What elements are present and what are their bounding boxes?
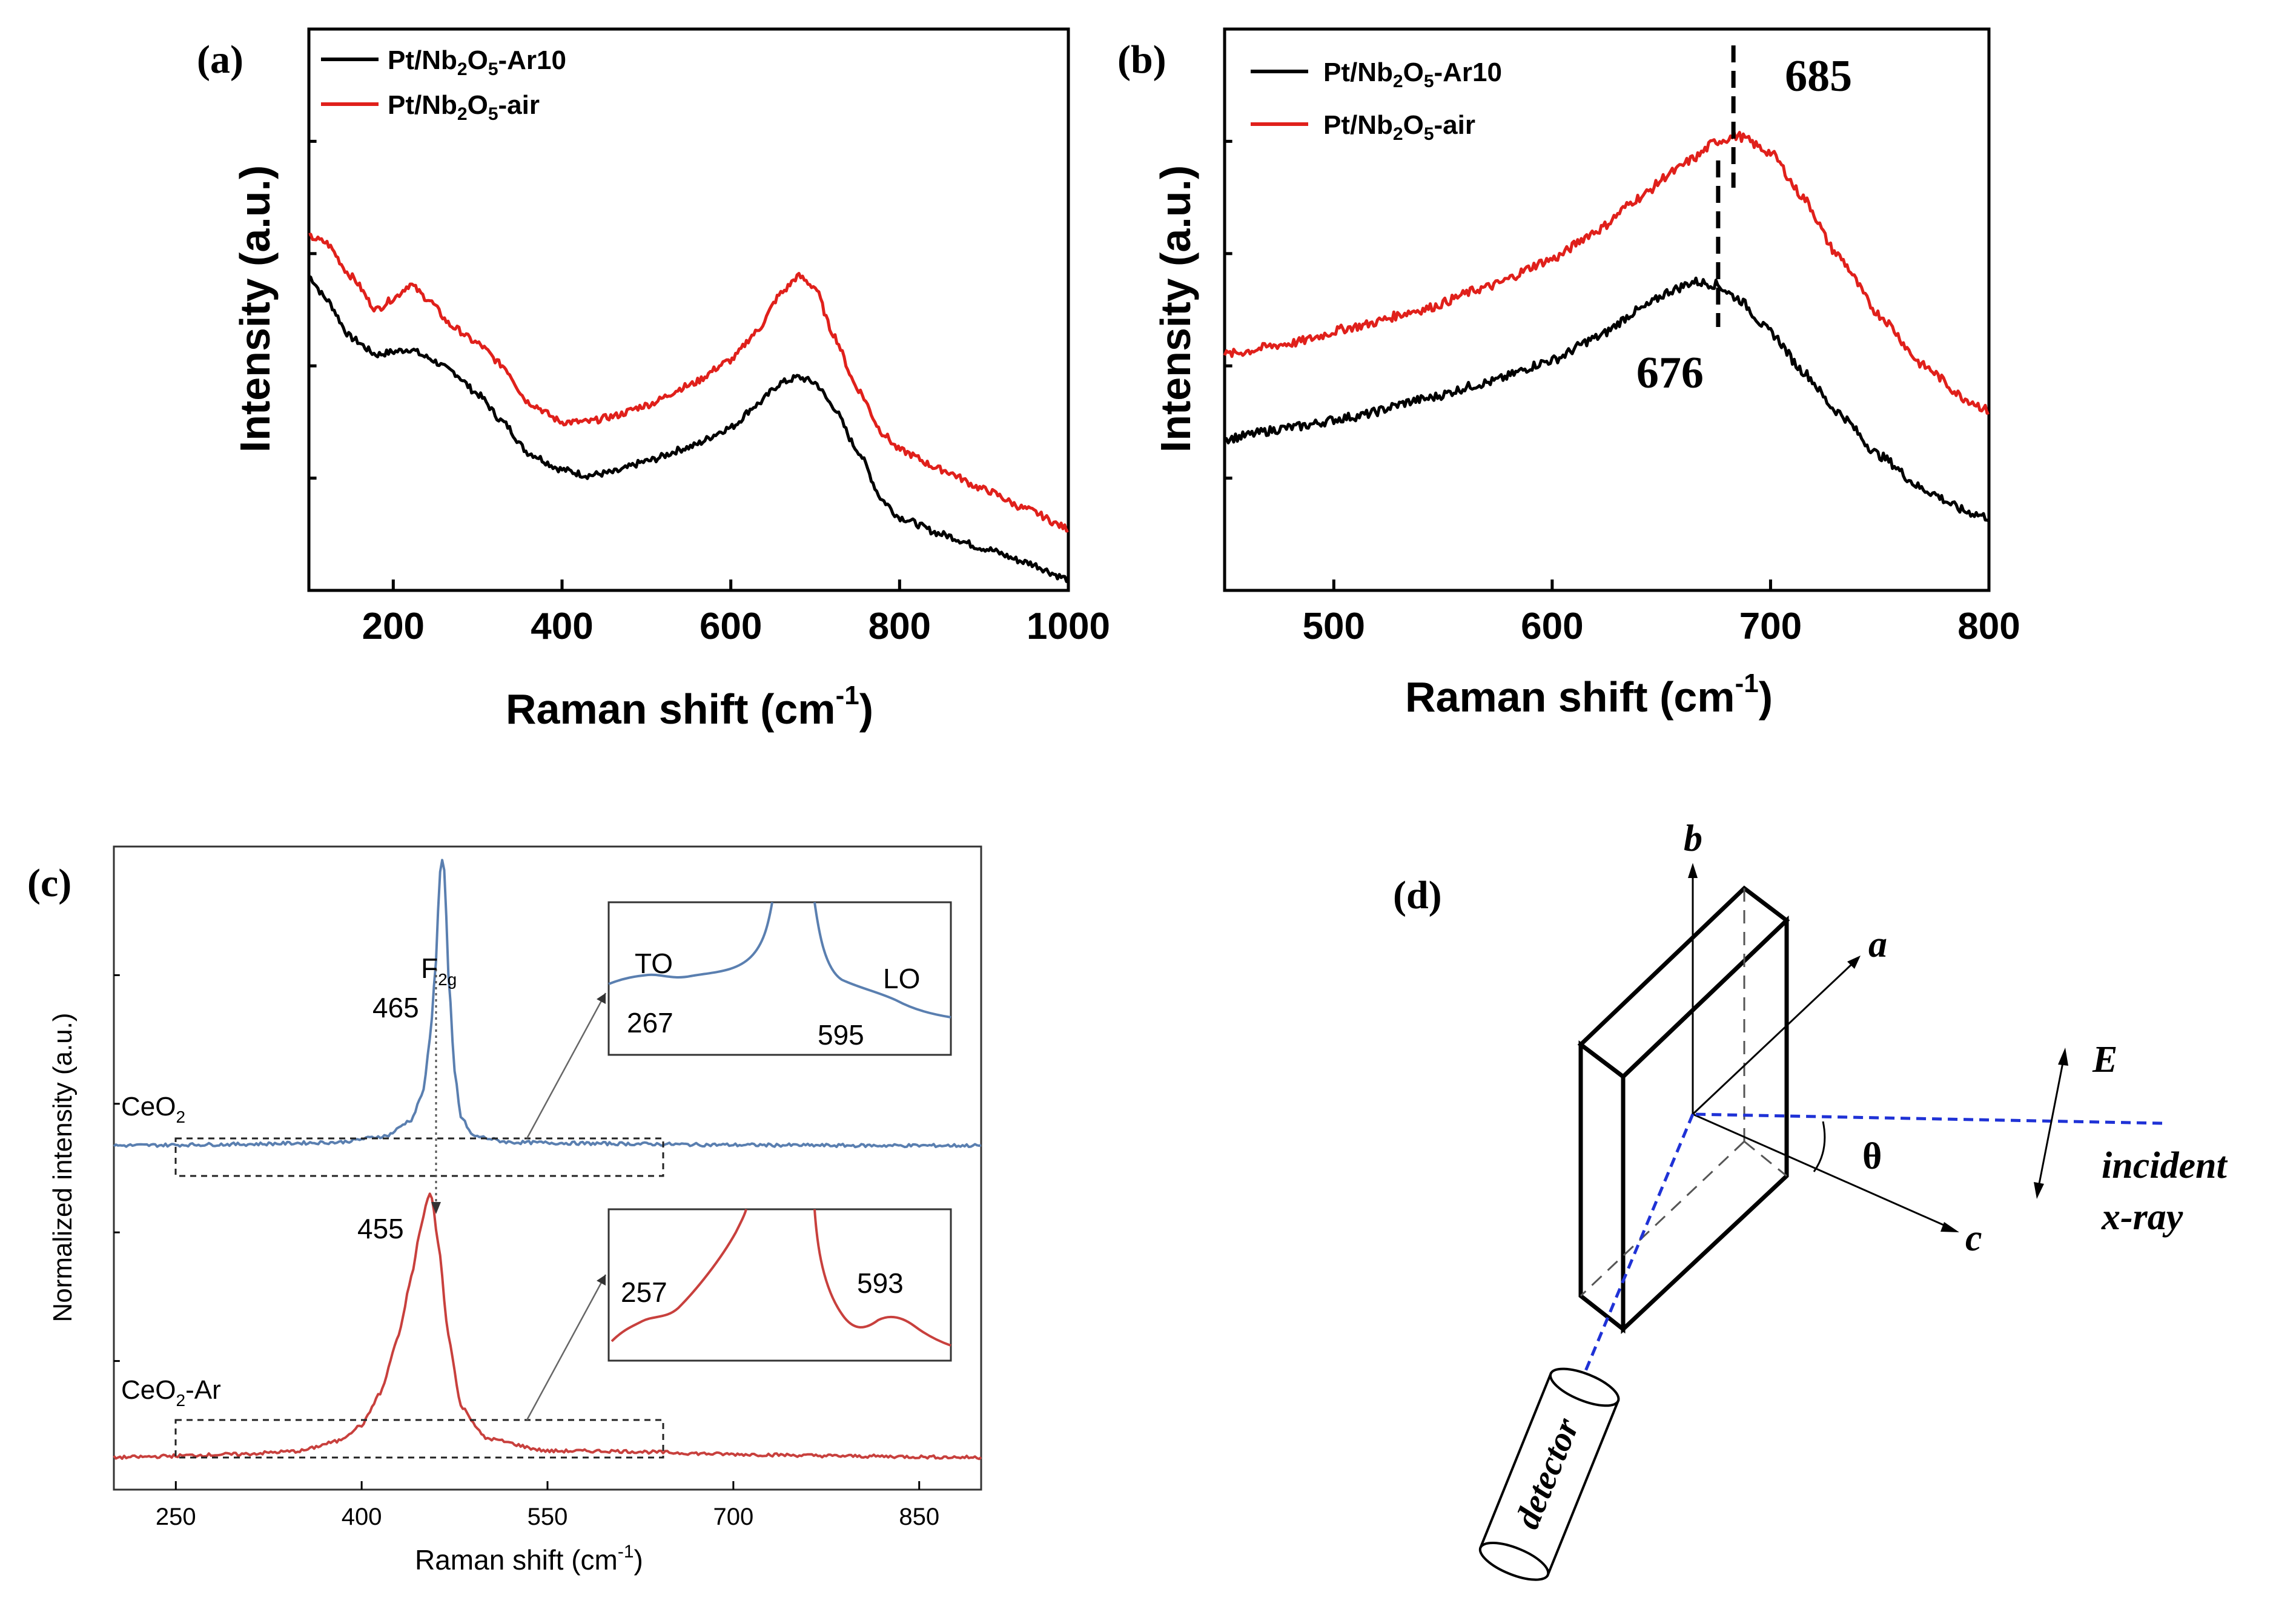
- chart-b-series-0: [1223, 276, 1990, 523]
- axis-b-label: b: [1684, 818, 1702, 859]
- inset-ceo2-ar-frame: [607, 1208, 952, 1362]
- chart-a-xtick-label-3: 800: [868, 606, 931, 647]
- chart-b-annot-685: 685: [1785, 51, 1852, 101]
- chart-a-frame: [307, 27, 1070, 592]
- chart-c-xtick-label-4: 850: [899, 1504, 939, 1530]
- chart-a-xtick-label-0: 200: [362, 606, 425, 647]
- axis-a-arrow: [1847, 956, 1861, 969]
- theta-label: θ: [1862, 1136, 1882, 1177]
- chart-c-annot-f2g: F2g: [421, 953, 457, 989]
- legend-b-label-air: Pt/Nb2O5-air: [1323, 110, 1475, 144]
- chart-a-series-group: [308, 233, 1070, 583]
- zoom-box-ceo2-ar: [174, 1419, 664, 1459]
- inset-connector-1-arrow: [597, 993, 606, 1004]
- chart-c-xtick-label-2: 550: [528, 1504, 568, 1530]
- panel-label-b: (b): [1117, 38, 1166, 82]
- chart-c-ylabel: Normalized intensity (a.u.): [48, 1012, 78, 1322]
- e-vector-arrow-bottom: [2034, 1182, 2044, 1199]
- inset-ceo2-ar-label-257: 257: [621, 1276, 667, 1308]
- zoom-box-ceo2: [174, 1137, 664, 1177]
- inset-ceo2-label-to: TO: [635, 948, 673, 979]
- crystal-hidden-edge-2: [1580, 1140, 1745, 1297]
- incident-label-line2: x-ray: [2101, 1197, 2183, 1238]
- chart-b-series-1: [1223, 131, 1990, 415]
- chart-c-ticks: 250 400 550 700 850: [114, 974, 939, 1530]
- diagram-d: b a c θ E incident x-ray detector: [1478, 818, 2228, 1581]
- axis-c-arrow: [1940, 1222, 1959, 1232]
- chart-b-xtick-label-3: 800: [1957, 606, 2020, 647]
- inset-connector-2: [526, 1274, 607, 1421]
- inset-connector-2-arrow: [597, 1275, 606, 1286]
- panel-label-c: (c): [27, 861, 71, 905]
- crystal-left-face: [1578, 1040, 1626, 1334]
- e-vector-arrow-top: [2058, 1048, 2068, 1066]
- panel-label-a: (a): [197, 38, 243, 82]
- inset-ceo2-ar-label-593: 593: [857, 1267, 904, 1299]
- e-vector-line: [2037, 1056, 2065, 1190]
- axis-c-label: c: [1965, 1218, 1982, 1259]
- inset-ceo2-ar-trace: [610, 1209, 951, 1347]
- chart-c-series-group: [113, 859, 982, 1461]
- chart-c-xtick-label-3: 700: [713, 1504, 753, 1530]
- chart-b-xtick-label-0: 500: [1303, 606, 1365, 647]
- chart-c-xtick-label-1: 400: [342, 1504, 382, 1530]
- chart-b: 500 600 700 800 685 676 Pt/Nb2O5-Ar10 Pt/Nb2…: [1152, 27, 2020, 721]
- chart-b-xlabel: Raman shift (cm-1): [1405, 669, 1773, 721]
- panel-label-d: (d): [1393, 873, 1442, 917]
- detector-face: [1549, 1367, 1620, 1407]
- chart-a-xlabel: Raman shift (cm-1): [506, 681, 873, 733]
- shift-arrow-head: [431, 1202, 441, 1214]
- chart-b-frame: [1223, 27, 1991, 592]
- chart-c-series-0: [113, 859, 982, 1149]
- chart-b-annotations: 685 676: [1636, 45, 1852, 398]
- axis-c-line: [1692, 1113, 1954, 1230]
- chart-c-annot-ceo2-ar: CeO2-Ar: [121, 1375, 221, 1410]
- inset-ceo2: TO 267 595 LO: [607, 901, 952, 1056]
- incident-label-line1: incident: [2102, 1145, 2228, 1186]
- crystal-hidden-edge-3: [1744, 1140, 1787, 1177]
- chart-c-xtick-label-0: 250: [156, 1504, 196, 1530]
- chart-b-series-group: [1223, 131, 1990, 523]
- chart-a-xtick-label-2: 600: [700, 606, 762, 647]
- chart-c-annot-455: 455: [357, 1213, 404, 1244]
- chart-c-annot-465: 465: [372, 992, 419, 1023]
- chart-a-xtick-label-1: 400: [531, 606, 593, 647]
- scattered-beam: [1576, 1114, 1695, 1390]
- chart-b-ylabel: Intensity (a.u.): [1152, 165, 1199, 452]
- axis-a-line: [1692, 962, 1854, 1115]
- inset-connector-1: [526, 992, 607, 1139]
- legend-a-label-ar10: Pt/Nb2O5-Ar10: [388, 45, 566, 79]
- detector-back: [1478, 1541, 1550, 1581]
- chart-b-xtick-label-2: 700: [1739, 606, 1802, 647]
- chart-a: 200 400 600 800 1000 Pt/Nb2O5-Ar10 Pt/Nb2O5-…: [231, 27, 1110, 733]
- chart-a-ylabel: Intensity (a.u.): [231, 165, 279, 452]
- detector: detector: [1478, 1367, 1620, 1581]
- chart-a-ticks: 200 400 600 800 1000: [309, 139, 1110, 647]
- axis-a-label: a: [1868, 924, 1887, 965]
- inset-ceo2-label-595: 595: [818, 1019, 864, 1051]
- legend-a-label-air: Pt/Nb2O5-air: [388, 90, 540, 124]
- chart-a-xtick-label-4: 1000: [1027, 606, 1110, 647]
- theta-arc: [1813, 1121, 1826, 1172]
- inset-ceo2-frame: [607, 901, 952, 1056]
- crystal-top-face: [1577, 885, 1790, 1080]
- inset-ceo2-trace: [608, 902, 951, 1019]
- inset-ceo2-ar: 257 593: [607, 1208, 952, 1362]
- legend-b-label-ar10: Pt/Nb2O5-Ar10: [1323, 58, 1502, 91]
- chart-a-series-1: [308, 233, 1069, 533]
- chart-a-series-0: [308, 274, 1070, 583]
- e-field-label: E: [2092, 1039, 2117, 1080]
- chart-c-xlabel: Raman shift (cm-1): [415, 1542, 643, 1576]
- chart-c-annot-ceo2: CeO2: [121, 1092, 185, 1126]
- chart-b-annot-676: 676: [1636, 348, 1704, 398]
- chart-c: 250 400 550 700 850 TO 267 595 LO 257 593 F2…: [48, 845, 982, 1576]
- incident-beam: [1692, 1112, 2163, 1125]
- chart-c-series-1: [113, 1192, 982, 1461]
- axis-b-arrow: [1688, 863, 1698, 878]
- chart-b-ticks: 500 600 700 800: [1225, 139, 2020, 647]
- inset-ceo2-label-267: 267: [627, 1007, 673, 1038]
- inset-ceo2-label-lo: LO: [883, 963, 920, 994]
- chart-b-xtick-label-1: 600: [1521, 606, 1583, 647]
